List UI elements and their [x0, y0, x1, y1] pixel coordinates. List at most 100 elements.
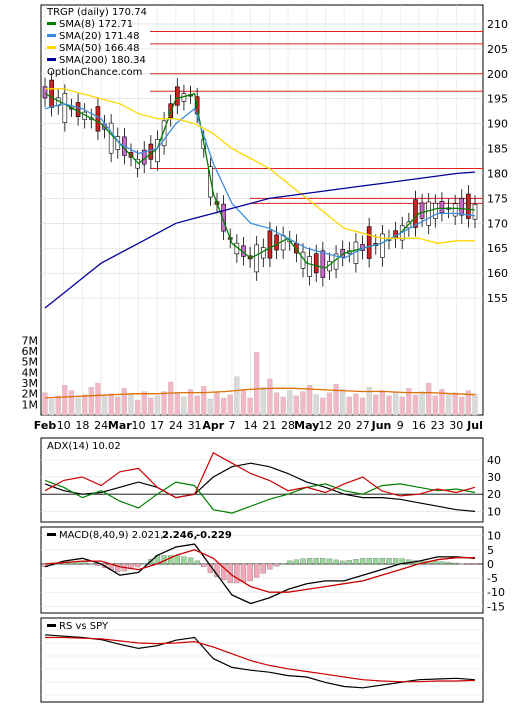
candle-body — [267, 230, 273, 259]
price-tick-label: 165 — [487, 242, 508, 255]
macd-histogram-bar — [134, 563, 141, 568]
volume-bar — [419, 391, 425, 416]
volume-bar — [293, 395, 300, 416]
candle-body — [274, 234, 279, 251]
x-tick-label: Feb — [34, 419, 57, 432]
rs-panel-frame — [40, 617, 484, 703]
volume-average-line — [44, 387, 476, 399]
volume-bar — [168, 381, 174, 416]
x-tick-label: 21 — [262, 419, 276, 432]
x-tick-label: 7 — [228, 419, 235, 432]
volume-tick-label: 7M — [22, 334, 39, 347]
volume-bar — [214, 391, 220, 416]
macd-histogram-bar — [240, 563, 247, 583]
candle-body — [433, 202, 438, 219]
volume-tick-label: 1M — [22, 398, 39, 411]
adx-line-1 — [44, 479, 476, 514]
macd-histogram-bar — [115, 563, 121, 572]
volume-bar — [333, 383, 339, 416]
candle-body — [42, 86, 48, 99]
adx-tick-label: 10 — [487, 505, 501, 518]
candle-body — [313, 253, 319, 274]
macd-histogram-bar — [82, 561, 88, 565]
macd-histogram-bar — [247, 563, 253, 582]
macd-histogram-bar — [280, 563, 286, 565]
macd-histogram-bar — [88, 563, 94, 565]
volume-bar — [181, 396, 187, 416]
macd-histogram-bar — [267, 563, 273, 570]
volume-bar — [62, 384, 68, 416]
sma-line-1 — [44, 103, 476, 259]
macd-histogram-bar — [95, 563, 101, 566]
rs-title: RS vs SPY — [59, 621, 109, 632]
macd-swatch — [47, 533, 56, 536]
volume-bar — [459, 396, 465, 416]
candle-body — [320, 250, 326, 278]
volume-bar — [373, 394, 379, 416]
macd-histogram-bar — [432, 560, 438, 565]
sma-line-3 — [44, 171, 476, 309]
volume-tick-label: 4M — [22, 366, 39, 379]
x-tick-label: 10 — [131, 419, 145, 432]
price-tick-label: 155 — [487, 292, 508, 305]
volume-bar — [406, 388, 412, 416]
x-tick-label: Apr — [202, 419, 224, 432]
volume-bar — [267, 378, 273, 416]
candle-body — [108, 122, 114, 154]
macd-tick-label: 10 — [487, 530, 501, 543]
candle-body — [307, 256, 312, 277]
volume-bar — [101, 395, 108, 416]
volume-bar — [88, 387, 94, 416]
volume-bar — [161, 391, 167, 416]
volume-bar — [392, 392, 399, 416]
candle-body — [439, 200, 445, 213]
volume-bar — [207, 398, 214, 416]
x-tick-label: 30 — [449, 419, 463, 432]
volume-bar — [254, 351, 260, 416]
macd-histogram-bar — [452, 562, 458, 565]
candle-body — [221, 203, 226, 232]
macd-histogram-bar — [346, 560, 352, 565]
candle-body — [466, 193, 471, 219]
candle-body — [148, 143, 154, 160]
x-tick-label: 12 — [318, 419, 332, 432]
volume-bar — [426, 382, 432, 416]
volume-bar — [75, 397, 81, 416]
price-tick-label: 175 — [487, 192, 508, 205]
volume-bar — [320, 397, 326, 416]
macd-histogram-bar — [359, 558, 366, 565]
volume-bar — [141, 391, 147, 416]
candle-body — [62, 93, 68, 123]
volume-bar — [227, 394, 233, 416]
x-tick-label: Mar — [108, 419, 132, 432]
volume-bar — [359, 397, 366, 416]
volume-bar — [340, 389, 346, 416]
macd-histogram-bar — [194, 560, 200, 565]
volume-bar — [121, 388, 128, 416]
volume-bar — [445, 394, 452, 416]
legend-sma200: SMA(200) 180.34 — [59, 55, 146, 66]
volume-bar — [95, 382, 101, 416]
macd-histogram-bar — [168, 555, 174, 565]
legend-swatch-sma20 — [47, 34, 56, 37]
macd-tick-label: -10 — [487, 586, 505, 599]
legend-swatch-sma50 — [47, 46, 56, 49]
candle-body — [380, 233, 385, 258]
macd-line-0 — [44, 543, 476, 605]
volume-bar — [220, 397, 227, 416]
price-tick-label: 210 — [487, 18, 508, 31]
candle-body — [75, 102, 81, 118]
macd-histogram-bar — [439, 561, 445, 565]
volume-bar — [42, 392, 48, 416]
macd-histogram-bar — [300, 558, 306, 565]
macd-hist-value: -0.229 — [196, 530, 232, 541]
candle-body — [135, 158, 140, 169]
volume-bar — [287, 390, 293, 416]
x-tick-label: 24 — [94, 419, 108, 432]
macd-tick-label: -5 — [487, 572, 498, 585]
volume-bar — [201, 386, 207, 416]
macd-histogram-bar — [201, 563, 207, 567]
x-tick-label: Jul — [466, 419, 483, 432]
